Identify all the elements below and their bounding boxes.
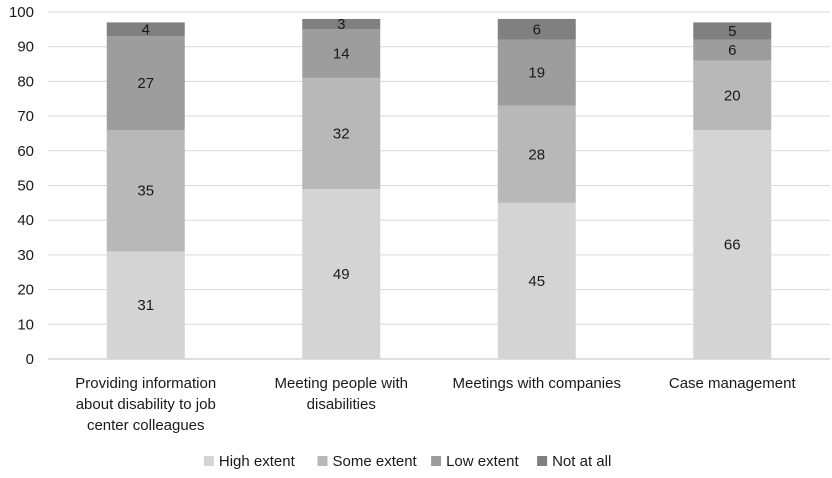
legend-label: Some extent	[333, 453, 418, 470]
x-axis: Providing information about disability to…	[75, 375, 796, 434]
data-label: 66	[724, 236, 741, 253]
data-label: 27	[137, 75, 154, 92]
bar-segment	[106, 22, 185, 37]
bar-segment	[106, 36, 185, 130]
data-label: 20	[724, 87, 741, 104]
y-tick-label: 50	[17, 178, 34, 195]
bar-segment	[693, 22, 772, 40]
y-tick-label: 90	[17, 39, 34, 56]
data-label: 6	[533, 21, 541, 38]
bar-segment	[497, 202, 576, 359]
data-label: 3	[337, 16, 345, 33]
legend-label: High extent	[219, 453, 296, 470]
data-label: 6	[728, 42, 736, 59]
legend-label: Low extent	[446, 453, 519, 470]
x-tick-label: Providing information	[75, 375, 216, 392]
y-tick-label: 40	[17, 212, 34, 229]
bar-segment	[302, 29, 381, 78]
x-tick-label: Meetings with companies	[453, 375, 621, 392]
bar-segment	[302, 77, 381, 189]
legend: High extent Some extent Low extent Not at a…	[203, 453, 611, 470]
x-tick-label: Meeting people with	[275, 375, 408, 392]
y-tick-label: 80	[17, 73, 34, 90]
bar-segment	[497, 39, 576, 106]
y-tick-label: 70	[17, 108, 34, 125]
legend-swatch	[537, 456, 548, 466]
y-tick-label: 30	[17, 247, 34, 264]
data-label: 45	[528, 273, 545, 290]
legend-swatch	[203, 456, 214, 466]
bar-segment	[302, 188, 381, 359]
data-label: 5	[728, 23, 736, 40]
bar-segment	[497, 105, 576, 203]
bar-segment	[106, 129, 185, 252]
bar-segment	[302, 18, 381, 30]
bar-segment	[497, 18, 576, 40]
data-label: 28	[528, 146, 545, 163]
y-tick-label: 0	[26, 351, 34, 368]
bar-segment	[693, 60, 772, 130]
data-label: 49	[333, 266, 350, 283]
x-tick-label: about disability to job	[76, 396, 216, 413]
y-tick-label: 60	[17, 143, 34, 160]
legend-swatch	[431, 456, 442, 466]
bar-segment	[106, 251, 185, 359]
x-tick-label: disabilities	[307, 396, 376, 413]
legend-label: Not at all	[552, 453, 611, 470]
y-tick-label: 20	[17, 282, 34, 299]
x-tick-label: Case management	[669, 375, 797, 392]
bar-segment	[693, 39, 772, 61]
bar-segment	[693, 129, 772, 359]
legend-swatch	[317, 456, 328, 466]
y-tick-label: 100	[9, 4, 34, 21]
data-label: 4	[142, 21, 150, 38]
data-label: 35	[137, 183, 154, 200]
data-label: 32	[333, 125, 350, 142]
data-label: 31	[137, 297, 154, 314]
data-label: 14	[333, 46, 350, 63]
y-tick-label: 10	[17, 316, 34, 333]
x-tick-label: center colleagues	[87, 417, 205, 434]
y-axis: 0 10 20 30 40 50 60 70 80 90 100	[9, 4, 34, 368]
data-label: 19	[528, 65, 545, 82]
